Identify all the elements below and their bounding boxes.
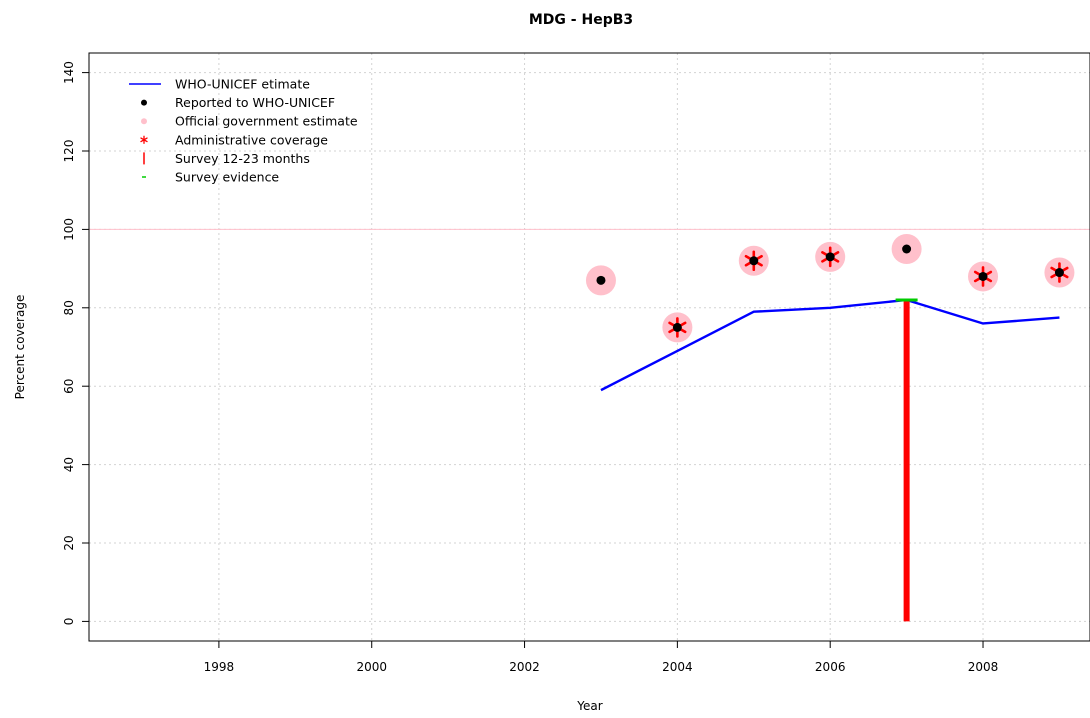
x-tick-label: 2006 xyxy=(815,660,846,674)
reported-to-who-unicef-point xyxy=(672,322,682,332)
legend-label-who-unicef-etimate: WHO-UNICEF etimate xyxy=(175,77,310,92)
legend-label-survey-12-23-months: Survey 12-23 months xyxy=(175,151,310,166)
reported-to-who-unicef-point xyxy=(902,244,912,254)
legend-swatch-official-government-estimate xyxy=(141,118,147,125)
y-tick-label: 120 xyxy=(62,140,76,163)
y-tick-label: 140 xyxy=(62,61,76,84)
plot-series xyxy=(585,234,1075,622)
y-tick-label: 20 xyxy=(62,535,76,550)
chart-title: MDG - HepB3 xyxy=(529,12,633,28)
x-tick-label: 2002 xyxy=(509,660,540,674)
x-axis-label: Year xyxy=(576,699,602,713)
legend-label-reported-to-who-unicef: Reported to WHO-UNICEF xyxy=(175,95,335,110)
legend: WHO-UNICEF etimate Reported to WHO-UNICEF… xyxy=(129,77,358,185)
x-tick-label: 2000 xyxy=(356,660,387,674)
y-tick-label: 40 xyxy=(62,457,76,472)
y-axis: 0 20 40 60 80 100 120 140 xyxy=(62,61,90,626)
legend-label-official-government-estimate: Official government estimate xyxy=(175,114,358,129)
x-axis: 1998 2000 2002 2004 2006 2008 xyxy=(204,640,999,674)
legend-label-administrative-coverage: Administrative coverage xyxy=(175,132,328,147)
x-tick-label: 2008 xyxy=(968,660,999,674)
legend-label-survey-evidence: Survey evidence xyxy=(175,170,279,185)
reported-to-who-unicef-point xyxy=(749,256,759,266)
y-axis-label: Percent coverage xyxy=(13,295,27,400)
legend-swatch-administrative-coverage xyxy=(140,135,148,144)
y-tick-label: 80 xyxy=(62,300,76,315)
reported-to-who-unicef-point xyxy=(825,252,835,262)
who-unicef-estimate-line xyxy=(600,298,1060,392)
reported-to-who-unicef-point xyxy=(978,271,988,281)
x-tick-label: 2004 xyxy=(662,660,693,674)
y-tick-label: 0 xyxy=(62,618,76,626)
reported-to-who-unicef-point xyxy=(1054,268,1064,278)
x-tick-label: 1998 xyxy=(204,660,235,674)
y-tick-label: 60 xyxy=(62,379,76,394)
legend-swatch-reported-to-who-unicef xyxy=(141,99,147,106)
reported-to-who-unicef-point xyxy=(596,275,606,285)
y-tick-label: 100 xyxy=(62,218,76,241)
legend-swatch-administrative-coverage-stroke xyxy=(140,137,148,143)
